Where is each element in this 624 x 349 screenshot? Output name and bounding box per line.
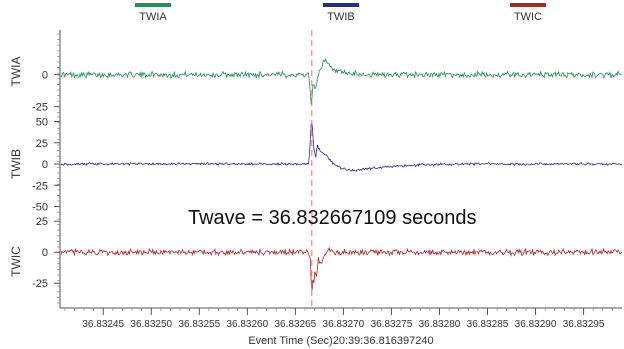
legend-swatch-twic — [510, 3, 546, 7]
panel-label-twic: TWIC — [9, 246, 23, 277]
legend-swatch-twia — [135, 3, 171, 7]
y-tick-label-twia-1: -25 — [32, 102, 48, 114]
y-tick-label-twic-2: -25 — [32, 278, 48, 290]
legend-item-twia[interactable]: TWIA — [125, 3, 181, 29]
y-tick-label-twib-4: -50 — [32, 202, 48, 214]
y-tick-label-twic-1: 0 — [42, 247, 48, 259]
legend-label-twib: TWIB — [327, 11, 355, 23]
twave-annotation: Twave = 36.832667109 seconds — [188, 207, 477, 229]
series-line-twib — [60, 123, 623, 172]
legend-item-twic[interactable]: TWIC — [500, 3, 556, 29]
legend-swatch-twib — [323, 3, 359, 7]
y-tick-label-twic-0: 25 — [36, 216, 48, 228]
x-tick-label-0: 36.83245 — [82, 319, 124, 330]
x-tick-label-2: 36.83255 — [178, 319, 220, 330]
y-tick-label-twib-1: 25 — [36, 138, 48, 150]
panel-label-twib: TWIB — [9, 149, 23, 179]
x-tick-label-7: 36.83280 — [419, 319, 461, 330]
panel-label-twia: TWIA — [9, 57, 23, 87]
y-tick-label-twia-0: 0 — [42, 70, 48, 82]
x-tick-label-9: 36.83290 — [515, 319, 557, 330]
x-axis-label: Event Time (Sec)20:39:36.816397240 — [248, 335, 433, 347]
x-tick-label-8: 36.83285 — [467, 319, 509, 330]
x-tick-label-4: 36.83265 — [275, 319, 317, 330]
x-tick-label-10: 36.83295 — [563, 319, 605, 330]
legend-label-twia: TWIA — [139, 11, 167, 23]
y-tick-label-twib-3: -25 — [32, 180, 48, 192]
legend-item-twib[interactable]: TWIB — [313, 3, 369, 29]
x-tick-label-1: 36.83250 — [130, 319, 172, 330]
x-tick-label-6: 36.83275 — [371, 319, 413, 330]
legend-label-twic: TWIC — [513, 11, 543, 23]
series-line-twia — [60, 57, 622, 105]
y-tick-label-twib-0: 50 — [36, 117, 48, 129]
series-line-twic — [60, 246, 622, 291]
x-tick-label-3: 36.83260 — [226, 319, 268, 330]
y-tick-label-twib-2: 0 — [42, 159, 48, 171]
x-tick-label-5: 36.83270 — [323, 319, 365, 330]
